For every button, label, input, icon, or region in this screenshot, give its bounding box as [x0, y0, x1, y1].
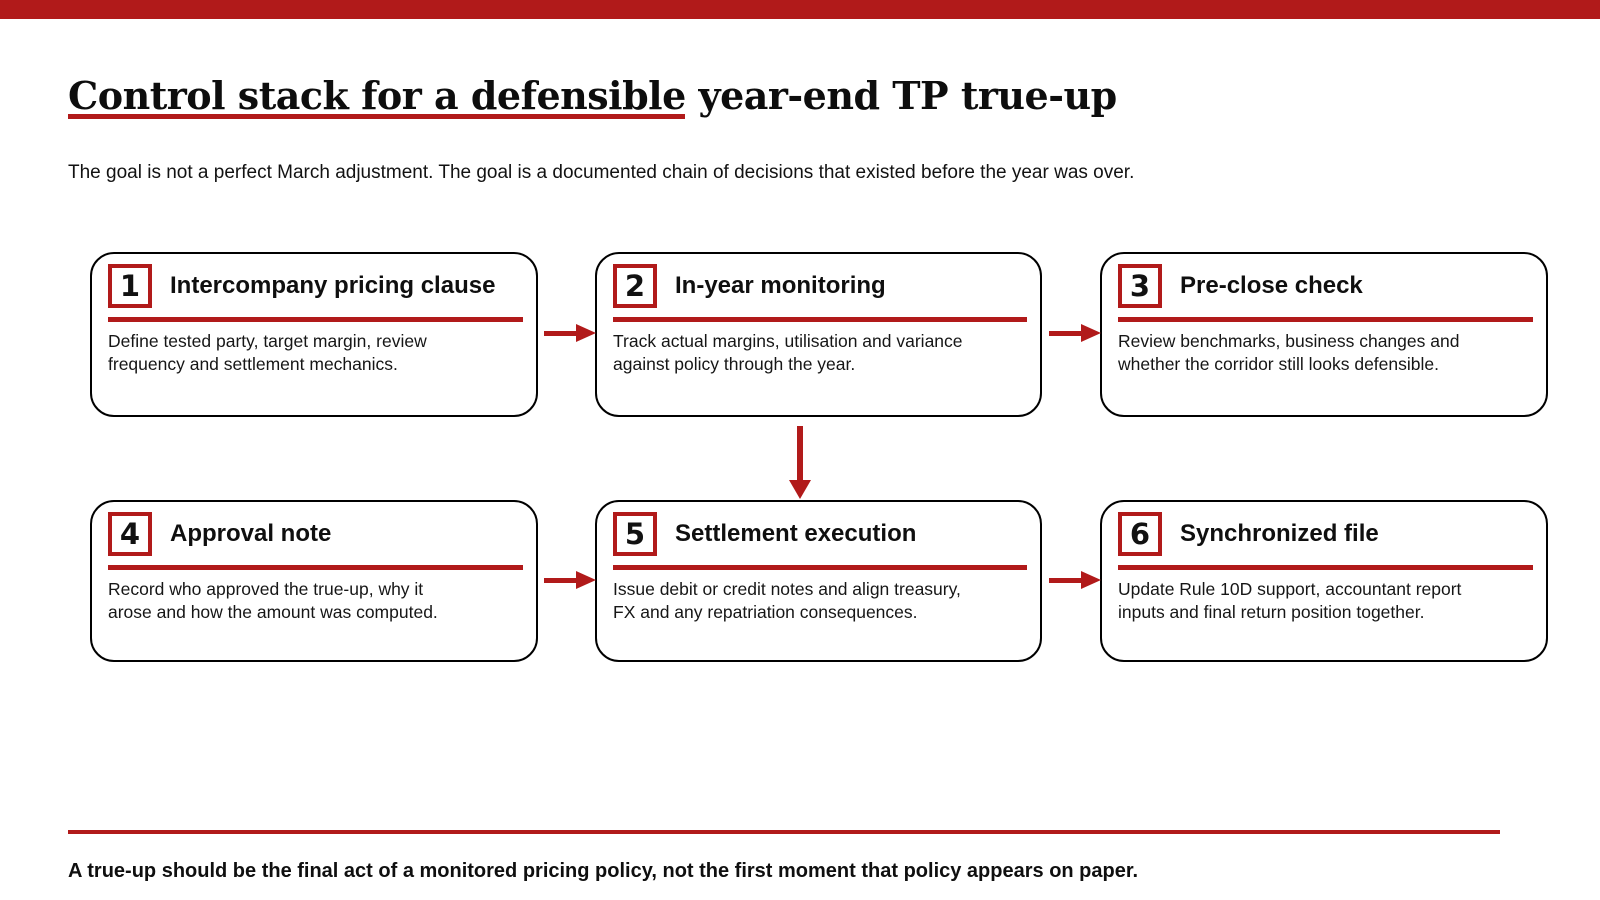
arrow-step2-to-step3-icon — [1049, 324, 1101, 342]
step-box-synchronized-file: 6 Synchronized file Update Rule 10D supp… — [1100, 500, 1548, 662]
step-title: Pre-close check — [1180, 272, 1363, 299]
step-header: 4 Approval note — [108, 512, 523, 556]
step-number-badge: 3 — [1118, 264, 1162, 308]
step-box-pre-close-check: 3 Pre-close check Review benchmarks, bus… — [1100, 252, 1548, 417]
step-divider-rule — [108, 317, 523, 322]
step-header: 6 Synchronized file — [1118, 512, 1533, 556]
step-description: Issue debit or credit notes and align tr… — [613, 579, 961, 622]
arrow-step5-to-step6-icon — [1049, 571, 1101, 589]
step-box-intercompany-pricing-clause: 1 Intercompany pricing clause Define tes… — [90, 252, 538, 417]
step-number-badge: 5 — [613, 512, 657, 556]
step-title: Settlement execution — [675, 520, 917, 547]
arrow-head — [789, 480, 811, 499]
step-description: Review benchmarks, business changes and … — [1118, 331, 1460, 374]
top-accent-bar — [0, 0, 1600, 19]
step-description: Define tested party, target margin, revi… — [108, 331, 427, 374]
step-header: 2 In-year monitoring — [613, 264, 1027, 308]
arrow-head — [576, 571, 596, 589]
arrow-shaft — [1049, 577, 1083, 583]
arrow-shaft — [1049, 330, 1083, 336]
step-description: Record who approved the true-up, why it … — [108, 579, 438, 622]
step-number-badge: 6 — [1118, 512, 1162, 556]
arrow-shaft — [544, 330, 578, 336]
arrow-step1-to-step2-icon — [544, 324, 596, 342]
step-header: 3 Pre-close check — [1118, 264, 1533, 308]
footer-divider-rule — [68, 830, 1500, 834]
step-number-badge: 2 — [613, 264, 657, 308]
page-subtitle: The goal is not a perfect March adjustme… — [68, 162, 1135, 183]
step-divider-rule — [613, 565, 1027, 570]
step-box-settlement-execution: 5 Settlement execution Issue debit or cr… — [595, 500, 1042, 662]
footer-note: A true-up should be the final act of a m… — [68, 860, 1139, 882]
step-number-badge: 4 — [108, 512, 152, 556]
arrow-head — [1081, 571, 1101, 589]
step-divider-rule — [613, 317, 1027, 322]
arrow-step2-to-step5-icon — [789, 426, 811, 499]
arrow-shaft — [797, 426, 803, 481]
step-description: Update Rule 10D support, accountant repo… — [1118, 579, 1462, 622]
step-header: 1 Intercompany pricing clause — [108, 264, 523, 308]
title-underline — [68, 114, 685, 119]
arrow-step4-to-step5-icon — [544, 571, 596, 589]
step-header: 5 Settlement execution — [613, 512, 1027, 556]
step-number-badge: 1 — [108, 264, 152, 308]
step-divider-rule — [1118, 317, 1533, 322]
step-divider-rule — [108, 565, 523, 570]
step-divider-rule — [1118, 565, 1533, 570]
step-box-approval-note: 4 Approval note Record who approved the … — [90, 500, 538, 662]
arrow-shaft — [544, 577, 578, 583]
arrow-head — [576, 324, 596, 342]
step-title: In-year monitoring — [675, 272, 886, 299]
step-title: Approval note — [170, 520, 332, 547]
page-title: Control stack for a defensible year-end … — [68, 73, 1117, 119]
step-box-in-year-monitoring: 2 In-year monitoring Track actual margin… — [595, 252, 1042, 417]
step-title: Synchronized file — [1180, 520, 1379, 547]
step-title: Intercompany pricing clause — [170, 272, 496, 299]
step-description: Track actual margins, utilisation and va… — [613, 331, 963, 374]
arrow-head — [1081, 324, 1101, 342]
